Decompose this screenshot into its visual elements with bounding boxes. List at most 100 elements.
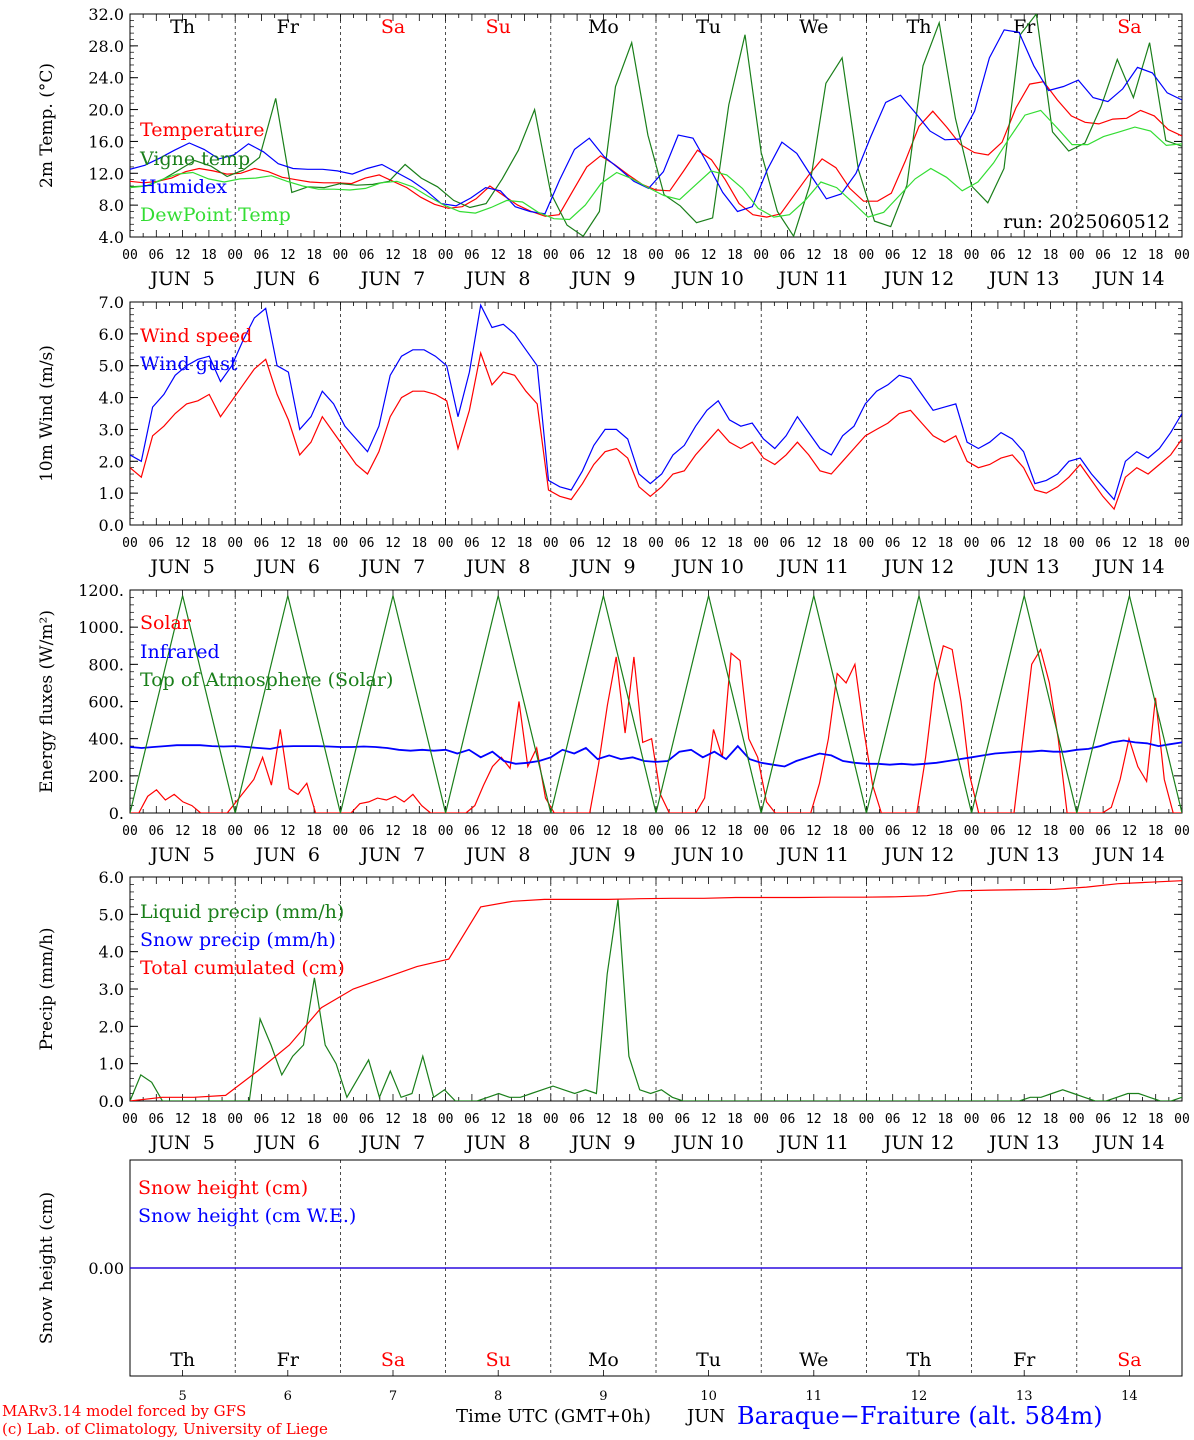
y-tick-label: 32.0 bbox=[88, 5, 124, 24]
hour-label: 12 bbox=[490, 824, 506, 839]
date-label: JUN 7 bbox=[359, 268, 425, 290]
hour-label: 18 bbox=[201, 1112, 217, 1127]
y-tick-label: 5.0 bbox=[99, 357, 124, 376]
run-label: run: 2025060512 bbox=[1003, 211, 1170, 233]
date-label: JUN 13 bbox=[987, 556, 1059, 578]
legend-label: Infrared bbox=[140, 641, 220, 663]
date-label: JUN 6 bbox=[254, 268, 320, 290]
hour-label: 06 bbox=[254, 824, 270, 839]
y-tick-label: 28.0 bbox=[88, 37, 124, 56]
hour-label: 18 bbox=[306, 1112, 322, 1127]
date-label: JUN 9 bbox=[569, 1132, 635, 1154]
date-label: JUN 8 bbox=[464, 268, 530, 290]
date-label: JUN 8 bbox=[464, 556, 530, 578]
hour-label: 00 bbox=[122, 1112, 138, 1127]
hour-label: 12 bbox=[806, 824, 822, 839]
date-label: 10 bbox=[700, 1389, 717, 1404]
hour-label: 12 bbox=[385, 536, 401, 551]
day-name: Fr bbox=[277, 16, 300, 38]
hour-label: 18 bbox=[1043, 824, 1059, 839]
hour-label: 12 bbox=[280, 824, 296, 839]
hour-label: 00 bbox=[859, 536, 875, 551]
hour-label: 06 bbox=[990, 1112, 1006, 1127]
hour-label: 18 bbox=[832, 248, 848, 263]
hour-label: 18 bbox=[937, 1112, 953, 1127]
day-name: Fr bbox=[277, 1349, 300, 1371]
legend-label: Wind speed bbox=[140, 325, 252, 347]
hour-label: 00 bbox=[964, 536, 980, 551]
date-label: JUN 10 bbox=[671, 1132, 743, 1154]
hour-label: 06 bbox=[148, 824, 164, 839]
hour-label: 12 bbox=[701, 248, 717, 263]
legend-label: DewPoint Temp bbox=[140, 204, 291, 226]
hour-label: 06 bbox=[359, 824, 375, 839]
hour-label: 06 bbox=[148, 536, 164, 551]
hour-label: 12 bbox=[911, 536, 927, 551]
hour-label: 00 bbox=[543, 824, 559, 839]
date-label: JUN 9 bbox=[569, 268, 635, 290]
hour-label: 18 bbox=[411, 248, 427, 263]
hour-label: 18 bbox=[1043, 536, 1059, 551]
hour-label: 12 bbox=[490, 536, 506, 551]
legend-label: Top of Atmosphere (Solar) bbox=[140, 669, 393, 691]
hour-label: 18 bbox=[517, 824, 533, 839]
hour-label: 00 bbox=[1174, 536, 1190, 551]
date-label: JUN 12 bbox=[882, 556, 954, 578]
hour-label: 06 bbox=[990, 824, 1006, 839]
hour-label: 18 bbox=[622, 536, 638, 551]
y-tick-label: 7.0 bbox=[99, 293, 124, 312]
series-line-temperature bbox=[130, 81, 1182, 218]
day-name: Sa bbox=[381, 1349, 405, 1371]
y-tick-label: 600. bbox=[88, 693, 124, 712]
date-label: 7 bbox=[389, 1389, 397, 1404]
hour-label: 18 bbox=[517, 1112, 533, 1127]
hour-label: 06 bbox=[254, 536, 270, 551]
date-label: JUN 14 bbox=[1092, 556, 1164, 578]
date-label: JUN 12 bbox=[882, 844, 954, 866]
hour-label: 18 bbox=[727, 536, 743, 551]
hour-label: 18 bbox=[727, 824, 743, 839]
hour-label: 00 bbox=[753, 1112, 769, 1127]
legend-label: Liquid precip (mm/h) bbox=[140, 901, 344, 923]
hour-label: 00 bbox=[227, 536, 243, 551]
y-tick-label: 5.0 bbox=[99, 905, 124, 924]
date-label: JUN 7 bbox=[359, 844, 425, 866]
hour-label: 12 bbox=[596, 824, 612, 839]
hour-label: 00 bbox=[1069, 1112, 1085, 1127]
hour-label: 00 bbox=[753, 824, 769, 839]
day-name: Sa bbox=[1117, 16, 1141, 38]
day-name: Mo bbox=[588, 1349, 619, 1371]
hour-label: 12 bbox=[911, 1112, 927, 1127]
hour-label: 18 bbox=[832, 824, 848, 839]
date-label: JUN 5 bbox=[148, 268, 214, 290]
hour-label: 12 bbox=[490, 248, 506, 263]
legend-label: Solar bbox=[140, 612, 192, 634]
day-name: Fr bbox=[1013, 1349, 1036, 1371]
hour-label: 06 bbox=[885, 1112, 901, 1127]
day-name: Th bbox=[907, 1349, 932, 1371]
hour-label: 06 bbox=[1095, 824, 1111, 839]
legend-label: Temperature bbox=[140, 119, 264, 141]
legend-label: Vigne temp bbox=[139, 148, 250, 170]
hour-label: 00 bbox=[227, 824, 243, 839]
series-line-vigne-temp bbox=[130, 14, 1182, 237]
date-label: 14 bbox=[1121, 1389, 1138, 1404]
hour-label: 06 bbox=[990, 536, 1006, 551]
hour-label: 12 bbox=[596, 1112, 612, 1127]
date-label: JUN 8 bbox=[464, 844, 530, 866]
hour-label: 00 bbox=[648, 248, 664, 263]
date-label: 6 bbox=[284, 1389, 292, 1404]
y-tick-label: 200. bbox=[88, 767, 124, 786]
hour-label: 12 bbox=[1122, 248, 1138, 263]
legend-label: Wind gust bbox=[140, 353, 238, 375]
hour-label: 18 bbox=[1043, 1112, 1059, 1127]
hour-label: 00 bbox=[648, 1112, 664, 1127]
hour-label: 00 bbox=[964, 1112, 980, 1127]
date-label: JUN 12 bbox=[882, 268, 954, 290]
y-tick-label: 2.0 bbox=[99, 452, 124, 471]
series-line-top-of-atmosphere-solar- bbox=[130, 595, 1182, 813]
hour-label: 12 bbox=[1122, 1112, 1138, 1127]
hour-label: 06 bbox=[464, 824, 480, 839]
hour-label: 12 bbox=[175, 824, 191, 839]
